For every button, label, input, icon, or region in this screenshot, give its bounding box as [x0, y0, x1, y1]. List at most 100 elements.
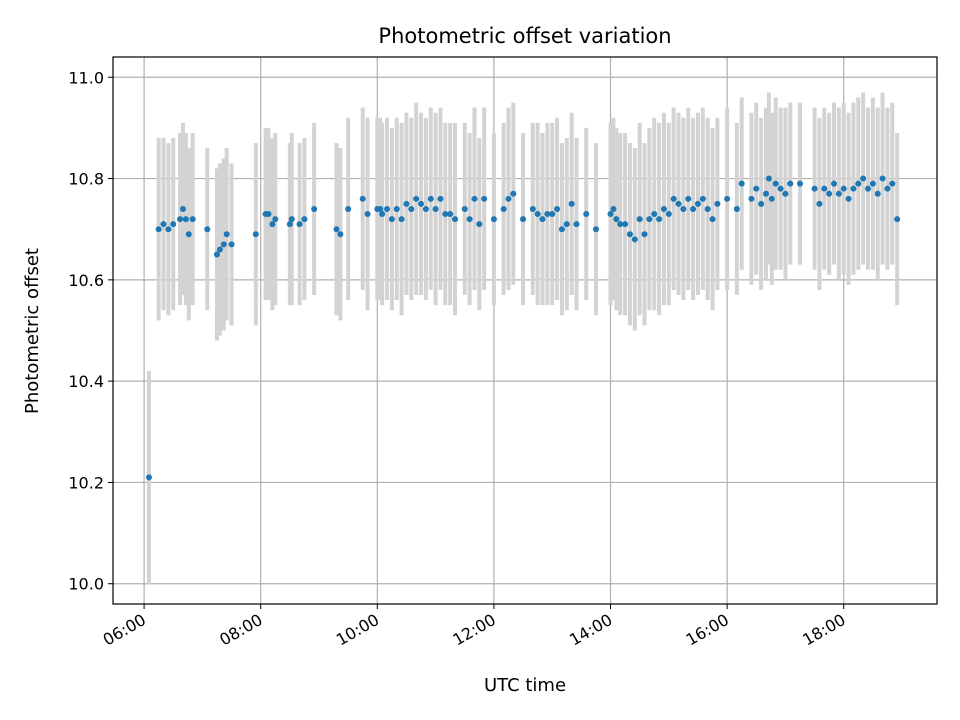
data-point	[216, 246, 223, 253]
data-point	[699, 195, 706, 202]
data-point	[471, 195, 478, 202]
data-point	[660, 205, 667, 212]
data-point	[685, 195, 692, 202]
y-tick-label: 11.0	[68, 68, 104, 87]
data-point	[466, 216, 473, 223]
data-point	[476, 221, 483, 228]
data-point	[301, 216, 308, 223]
data-point	[220, 241, 227, 248]
data-point	[170, 221, 177, 228]
data-point	[185, 231, 192, 238]
data-point	[408, 205, 415, 212]
data-point	[539, 216, 546, 223]
data-point	[704, 205, 711, 212]
data-point	[811, 185, 818, 192]
data-point	[418, 200, 425, 207]
data-point	[748, 195, 755, 202]
data-point	[204, 226, 211, 233]
data-point	[427, 195, 434, 202]
data-point	[855, 180, 862, 187]
data-point	[422, 205, 429, 212]
data-point	[607, 211, 614, 218]
data-point	[845, 195, 852, 202]
data-point	[675, 200, 682, 207]
data-point	[874, 190, 881, 197]
data-point	[529, 205, 536, 212]
x-tick-label: 06:00	[100, 610, 149, 650]
data-point	[442, 211, 449, 218]
data-point	[884, 185, 891, 192]
data-point	[765, 175, 772, 182]
data-point	[534, 211, 541, 218]
data-point	[680, 205, 687, 212]
data-point	[656, 216, 663, 223]
data-point	[286, 221, 293, 228]
chart-title: Photometric offset variation	[378, 24, 671, 48]
plot-frame	[112, 56, 938, 605]
data-point	[651, 211, 658, 218]
data-point	[641, 231, 648, 238]
data-point	[622, 221, 629, 228]
data-point	[337, 231, 344, 238]
data-point	[733, 205, 740, 212]
y-tick-label: 10.2	[68, 473, 104, 492]
data-point	[558, 226, 565, 233]
y-tick-label: 10.6	[68, 271, 104, 290]
data-point	[452, 216, 459, 223]
data-point	[265, 211, 272, 218]
data-point	[520, 216, 527, 223]
data-point	[377, 205, 384, 212]
data-point	[505, 195, 512, 202]
data-point	[831, 180, 837, 187]
data-point	[670, 195, 677, 202]
x-tick-label: 10:00	[333, 610, 382, 650]
data-point	[437, 195, 444, 202]
data-point	[626, 231, 633, 238]
data-point	[413, 195, 420, 202]
data-point	[762, 190, 769, 197]
data-point	[865, 185, 872, 192]
y-tick-label: 10.8	[68, 170, 104, 189]
data-points	[145, 175, 901, 481]
data-point	[155, 226, 162, 233]
data-point	[753, 185, 760, 192]
data-point	[879, 175, 886, 182]
data-point	[592, 226, 599, 233]
data-point	[160, 221, 167, 228]
x-tick-label: 18:00	[799, 610, 848, 650]
data-point	[617, 221, 624, 228]
data-point	[500, 205, 507, 212]
data-point	[835, 190, 842, 197]
data-point	[393, 205, 400, 212]
data-point	[447, 211, 454, 218]
data-point	[563, 221, 570, 228]
y-tick-label: 10.4	[68, 372, 104, 391]
x-axis-title: UTC time	[484, 675, 566, 696]
data-point	[177, 216, 184, 223]
data-point	[398, 216, 405, 223]
data-point	[758, 200, 765, 207]
data-point	[694, 200, 701, 207]
data-point	[461, 205, 468, 212]
data-point	[269, 221, 276, 228]
x-tick-label: 08:00	[216, 610, 265, 650]
data-point	[311, 205, 318, 212]
data-point	[549, 211, 556, 218]
data-point	[189, 216, 196, 223]
data-point	[772, 180, 779, 187]
data-point	[665, 211, 672, 218]
data-point	[333, 226, 340, 233]
data-point	[481, 195, 488, 202]
data-point	[787, 180, 794, 187]
data-point	[179, 205, 186, 212]
data-point	[610, 205, 617, 212]
x-tick-label: 16:00	[683, 610, 732, 650]
data-point	[796, 180, 803, 187]
data-point	[213, 251, 220, 258]
data-point	[432, 205, 439, 212]
data-point	[583, 211, 590, 218]
data-point	[182, 216, 189, 223]
y-tick-label: 10.0	[68, 575, 104, 594]
data-point	[544, 211, 551, 218]
data-point	[646, 216, 653, 223]
